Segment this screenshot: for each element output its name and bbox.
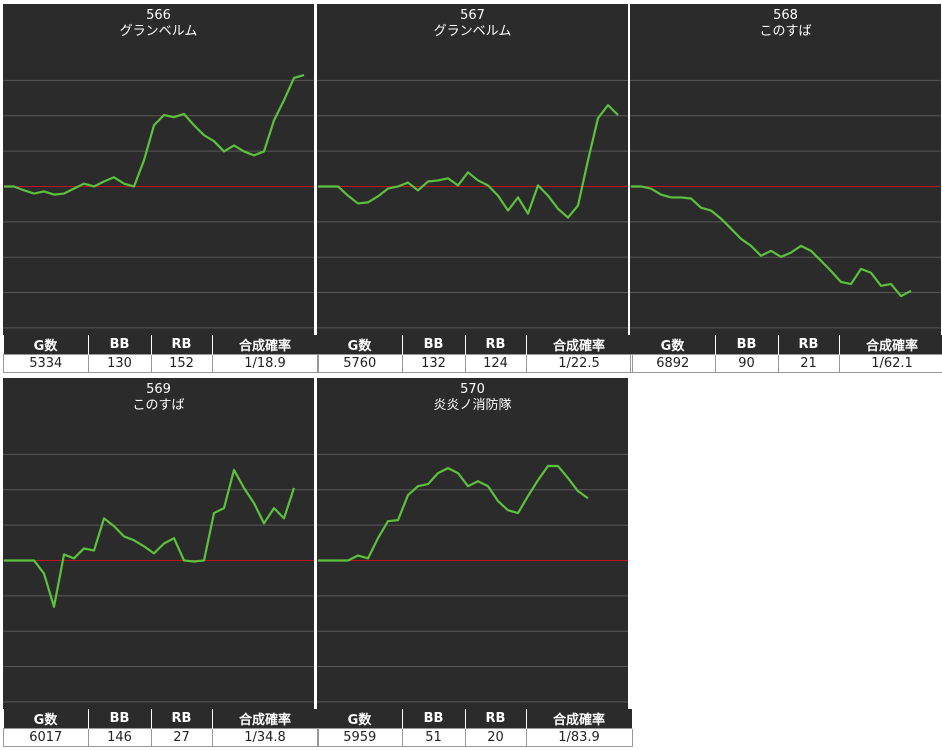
column-header: 合成確率	[526, 335, 633, 355]
machine-name: 炎炎ノ消防隊	[433, 398, 512, 413]
machine-name: グランベルム	[433, 24, 512, 39]
stats-table: G数 BB RB 合成確率 6892 90 21 1/62.1	[630, 335, 942, 373]
table-cell: 27	[150, 728, 213, 747]
table-cell: 5334	[3, 354, 89, 373]
plot-background	[317, 45, 628, 335]
column-header: BB	[402, 335, 466, 355]
column-header: RB	[465, 709, 527, 729]
table-cell: 124	[464, 354, 527, 373]
table-cell: 1/62.1	[838, 354, 942, 373]
table-cell: 21	[777, 354, 840, 373]
machine-panel: 570 炎炎ノ消防隊 G数 BB RB 合成確率 5959 51 20 1/83.9	[317, 378, 633, 747]
table-cell: 5959	[317, 728, 403, 747]
panel-header: 566 グランベルム	[3, 4, 314, 45]
table-cell: 132	[401, 354, 466, 373]
column-header: 合成確率	[839, 335, 942, 355]
column-header: RB	[778, 335, 840, 355]
column-header: 合成確率	[212, 709, 319, 729]
table-row: 5760 132 124 1/22.5	[317, 354, 633, 373]
column-header: 合成確率	[212, 335, 319, 355]
table-cell: 5760	[317, 354, 403, 373]
table-cell: 1/18.9	[211, 354, 319, 373]
chart	[317, 419, 628, 709]
chart	[317, 45, 628, 335]
chart	[630, 45, 941, 335]
table-cell: 146	[87, 728, 152, 747]
panel-header: 570 炎炎ノ消防隊	[317, 378, 628, 419]
table-cell: 130	[87, 354, 152, 373]
table-row: 5959 51 20 1/83.9	[317, 728, 633, 747]
stats-table: G数 BB RB 合成確率 5760 132 124 1/22.5	[317, 335, 633, 373]
column-header: G数	[317, 709, 403, 729]
data-line	[4, 468, 296, 608]
data-line	[631, 185, 912, 298]
machine-name: このすば	[132, 398, 185, 413]
machine-name: このすば	[759, 24, 812, 39]
table-cell: 1/22.5	[525, 354, 633, 373]
table-cell: 6892	[630, 354, 716, 373]
table-cell: 6017	[3, 728, 89, 747]
machine-number: 570	[460, 382, 485, 397]
column-header: RB	[465, 335, 527, 355]
column-header: BB	[402, 709, 466, 729]
chart	[3, 419, 314, 709]
table-cell: 51	[401, 728, 466, 747]
stats-table: G数 BB RB 合成確率 6017 146 27 1/34.8	[3, 709, 319, 747]
table-header-row: G数 BB RB 合成確率	[317, 709, 633, 729]
machine-name: グランベルム	[119, 24, 198, 39]
table-cell: 90	[714, 354, 779, 373]
machine-panel: 568 このすば G数 BB RB 合成確率 6892 90 21 1/62.1	[630, 4, 942, 373]
machine-number: 568	[773, 8, 798, 23]
plot-background	[317, 419, 628, 709]
machine-panel: 566 グランベルム G数 BB RB 合成確率 5334 130 152 1/18.9	[3, 4, 319, 373]
table-cell: 152	[150, 354, 213, 373]
plot-background	[3, 419, 314, 709]
column-header: G数	[3, 335, 89, 355]
panel-header: 568 このすば	[630, 4, 941, 45]
plot-background	[3, 45, 314, 335]
machine-panel: 569 このすば G数 BB RB 合成確率 6017 146 27 1/34.8	[3, 378, 319, 747]
table-header-row: G数 BB RB 合成確率	[3, 335, 319, 355]
column-header: 合成確率	[526, 709, 633, 729]
column-header: BB	[715, 335, 779, 355]
table-cell: 1/34.8	[211, 728, 319, 747]
table-cell: 1/83.9	[525, 728, 633, 747]
machine-panel: 567 グランベルム G数 BB RB 合成確率 5760 132 124 1/22.5	[317, 4, 633, 373]
table-row: 6892 90 21 1/62.1	[630, 354, 942, 373]
table-cell: 20	[464, 728, 527, 747]
stats-table: G数 BB RB 合成確率 5959 51 20 1/83.9	[317, 709, 633, 747]
data-line	[4, 74, 305, 196]
table-header-row: G数 BB RB 合成確率	[630, 335, 942, 355]
table-header-row: G数 BB RB 合成確率	[317, 335, 633, 355]
panel-header: 567 グランベルム	[317, 4, 628, 45]
table-header-row: G数 BB RB 合成確率	[3, 709, 319, 729]
column-header: RB	[151, 335, 213, 355]
machine-number: 567	[460, 8, 485, 23]
column-header: G数	[630, 335, 716, 355]
data-line	[318, 464, 589, 562]
column-header: RB	[151, 709, 213, 729]
data-line	[318, 104, 619, 219]
plot-background	[630, 45, 941, 335]
column-header: BB	[88, 709, 152, 729]
stats-table: G数 BB RB 合成確率 5334 130 152 1/18.9	[3, 335, 319, 373]
panel-header: 569 このすば	[3, 378, 314, 419]
column-header: BB	[88, 335, 152, 355]
machine-number: 569	[146, 382, 171, 397]
column-header: G数	[3, 709, 89, 729]
table-row: 6017 146 27 1/34.8	[3, 728, 319, 747]
column-header: G数	[317, 335, 403, 355]
table-row: 5334 130 152 1/18.9	[3, 354, 319, 373]
chart	[3, 45, 314, 335]
machine-number: 566	[146, 8, 171, 23]
